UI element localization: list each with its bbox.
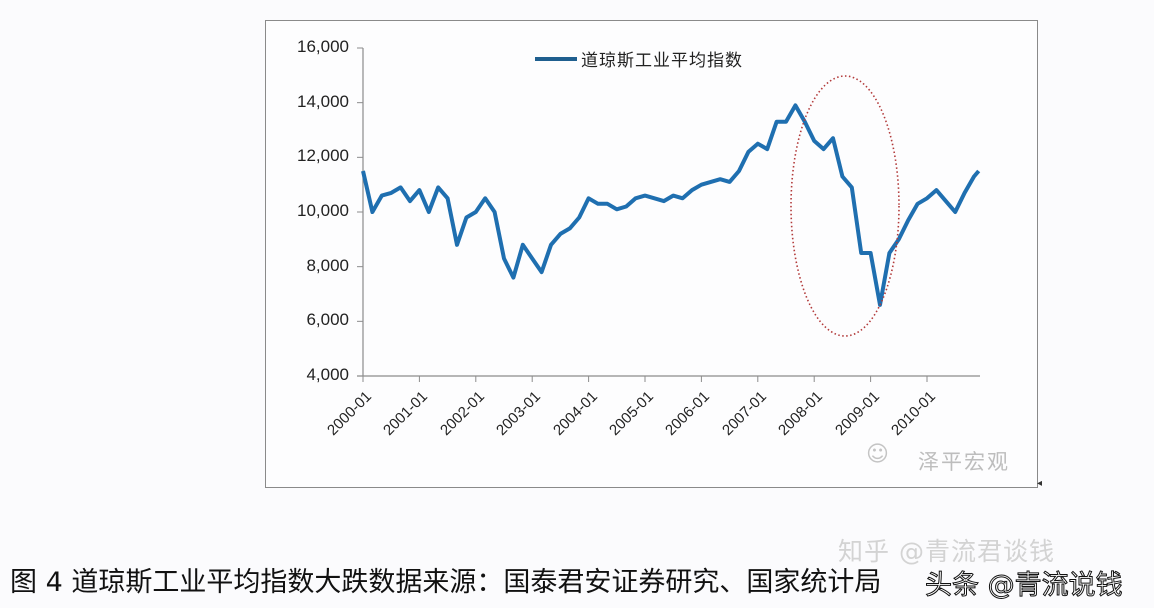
y-tick-label: 12,000 <box>297 146 349 166</box>
wechat-logo-icon: ☺ <box>866 442 889 467</box>
chart-frame <box>265 20 1038 488</box>
toutiao-watermark: 头条 @青流说钱 <box>925 570 1124 602</box>
legend-swatch <box>535 56 577 61</box>
y-tick-label: 14,000 <box>297 91 349 111</box>
figure-caption: 图 4 道琼斯工业平均指数大跌数据来源：国泰君安证券研究、国家统计局 <box>10 567 882 598</box>
legend-label: 道琼斯工业平均指数 <box>581 51 743 71</box>
highlight-ellipse <box>790 75 900 337</box>
zhihu-watermark: 知乎 @青流君谈钱 <box>838 537 1055 566</box>
dow-jones-line <box>361 103 981 307</box>
resize-handle-icon: ◂ <box>1037 478 1043 489</box>
y-tick-label: 16,000 <box>297 37 349 56</box>
y-tick-label: 4,000 <box>306 365 349 384</box>
chart-axes <box>357 47 980 382</box>
y-tick-label: 10,000 <box>297 201 349 220</box>
legend: 道琼斯工业平均指数 <box>535 46 743 71</box>
y-tick-label: 6,000 <box>306 310 349 330</box>
y-tick-label: 8,000 <box>306 255 349 275</box>
chart-watermark: 泽平宏观 <box>918 450 1010 474</box>
